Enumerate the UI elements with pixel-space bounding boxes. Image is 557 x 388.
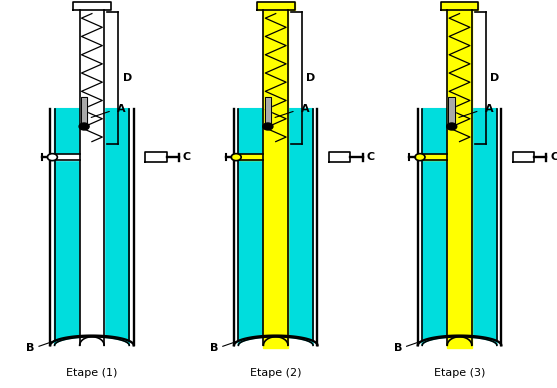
Text: D: D xyxy=(306,73,316,83)
Text: A: A xyxy=(301,104,309,114)
Polygon shape xyxy=(238,109,313,345)
Circle shape xyxy=(47,154,57,161)
Circle shape xyxy=(447,123,457,130)
Circle shape xyxy=(79,123,89,130)
Text: B: B xyxy=(26,343,35,353)
Text: Etape (3): Etape (3) xyxy=(434,368,485,378)
Polygon shape xyxy=(447,337,472,345)
Polygon shape xyxy=(263,10,288,348)
Text: D: D xyxy=(490,73,500,83)
Polygon shape xyxy=(263,337,288,345)
Text: B: B xyxy=(210,343,218,353)
Polygon shape xyxy=(441,2,478,10)
Polygon shape xyxy=(257,2,295,10)
Polygon shape xyxy=(329,152,350,162)
Polygon shape xyxy=(513,152,534,162)
Polygon shape xyxy=(55,109,129,345)
Text: D: D xyxy=(123,73,132,83)
Text: A: A xyxy=(117,104,125,114)
Circle shape xyxy=(415,154,425,161)
Text: B: B xyxy=(394,343,402,353)
Polygon shape xyxy=(422,109,497,345)
Polygon shape xyxy=(265,97,271,124)
Text: C: C xyxy=(367,152,375,162)
Polygon shape xyxy=(447,10,472,348)
Polygon shape xyxy=(56,154,80,160)
Polygon shape xyxy=(423,154,447,160)
Text: Etape (2): Etape (2) xyxy=(250,368,301,378)
Polygon shape xyxy=(81,97,87,124)
Polygon shape xyxy=(80,10,104,348)
Polygon shape xyxy=(80,337,104,345)
Circle shape xyxy=(263,123,273,130)
Polygon shape xyxy=(448,97,455,124)
Text: C: C xyxy=(550,152,557,162)
Text: A: A xyxy=(485,104,493,114)
Text: C: C xyxy=(183,152,191,162)
Polygon shape xyxy=(73,2,111,10)
Polygon shape xyxy=(145,152,167,162)
Polygon shape xyxy=(240,154,263,160)
Text: Etape (1): Etape (1) xyxy=(66,368,118,378)
Circle shape xyxy=(231,154,241,161)
